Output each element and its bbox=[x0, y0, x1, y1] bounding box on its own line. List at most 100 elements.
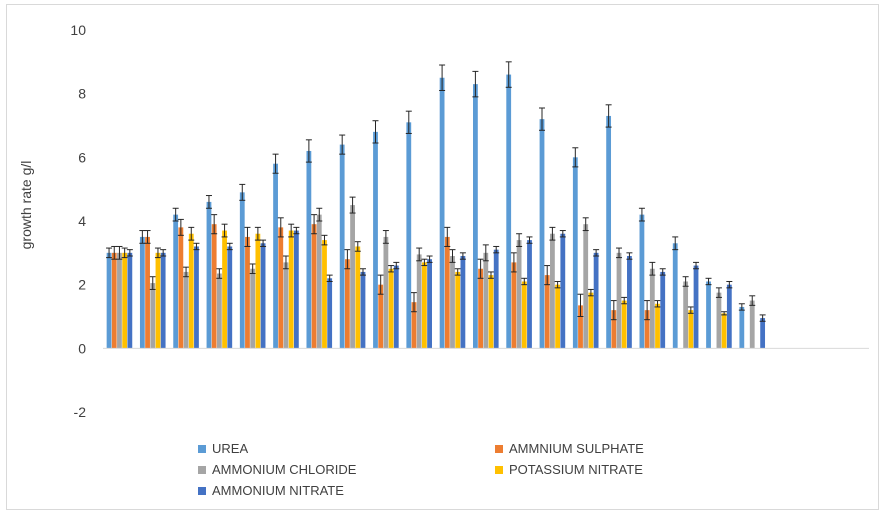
bar bbox=[639, 214, 645, 349]
bar bbox=[506, 74, 512, 349]
bar bbox=[288, 230, 294, 349]
bar bbox=[478, 268, 483, 349]
bar bbox=[644, 310, 650, 349]
bar bbox=[555, 284, 561, 349]
legend-swatch bbox=[495, 465, 503, 474]
bar bbox=[306, 150, 312, 349]
bar bbox=[250, 268, 256, 349]
bar bbox=[627, 256, 632, 349]
bar bbox=[572, 157, 578, 349]
bar bbox=[550, 233, 555, 349]
bar bbox=[616, 252, 622, 349]
y-axis-label: growth rate g/l bbox=[18, 160, 34, 250]
legend-swatch bbox=[198, 465, 206, 474]
bar bbox=[327, 278, 333, 349]
y-tick-label: 10 bbox=[70, 22, 86, 38]
bar bbox=[406, 122, 412, 349]
bar bbox=[455, 271, 461, 349]
legend-item-potassium-nitrate: POTASSIUM NITRATE bbox=[495, 462, 643, 477]
chart-area bbox=[6, 4, 879, 510]
bar bbox=[416, 254, 422, 349]
y-tick-label: 8 bbox=[78, 86, 86, 102]
bar bbox=[444, 236, 450, 349]
bar bbox=[316, 214, 322, 349]
legend-label: AMMONIUM CHLORIDE bbox=[212, 462, 357, 477]
bar bbox=[493, 249, 499, 349]
bar bbox=[716, 292, 722, 349]
bar bbox=[649, 268, 655, 349]
bar bbox=[173, 214, 179, 349]
bar bbox=[521, 281, 527, 349]
bar bbox=[544, 275, 550, 349]
y-tick-label: 4 bbox=[78, 213, 86, 229]
bar bbox=[122, 252, 128, 349]
bar bbox=[411, 302, 417, 349]
bar bbox=[388, 268, 394, 349]
bar bbox=[473, 84, 478, 349]
bar bbox=[421, 262, 427, 349]
bar bbox=[578, 305, 583, 349]
bar bbox=[593, 252, 599, 349]
bar bbox=[655, 303, 660, 349]
y-tick-label: -2 bbox=[74, 404, 87, 420]
bar bbox=[611, 310, 617, 349]
bar bbox=[672, 243, 678, 349]
bar bbox=[311, 224, 317, 349]
bar bbox=[383, 236, 389, 349]
bar bbox=[211, 224, 217, 349]
bar bbox=[483, 252, 489, 349]
bar bbox=[739, 306, 745, 349]
legend-label: POTASSIUM NITRATE bbox=[509, 462, 643, 477]
bar bbox=[460, 256, 466, 349]
bar bbox=[183, 271, 189, 349]
bar bbox=[511, 262, 517, 349]
bar bbox=[227, 246, 233, 349]
bar bbox=[539, 119, 545, 349]
bar bbox=[283, 262, 289, 349]
bar bbox=[393, 265, 399, 349]
bar bbox=[117, 252, 122, 349]
bar bbox=[322, 240, 327, 349]
bar bbox=[749, 300, 755, 349]
bar bbox=[373, 131, 378, 349]
y-tick-label: 6 bbox=[78, 149, 86, 165]
bar bbox=[427, 259, 432, 349]
bar bbox=[350, 205, 355, 349]
legend-item-urea: UREA bbox=[198, 441, 248, 456]
bar bbox=[488, 275, 494, 349]
legend-item-ammonium-chloride: AMMONIUM CHLORIDE bbox=[198, 462, 356, 477]
bar bbox=[239, 192, 245, 349]
bar bbox=[139, 236, 145, 349]
bar bbox=[583, 224, 589, 349]
bar bbox=[339, 144, 345, 349]
legend-swatch bbox=[198, 486, 206, 495]
legend-label: AMMNIUM SULPHATE bbox=[509, 441, 644, 456]
legend-label: UREA bbox=[212, 441, 249, 456]
bar bbox=[606, 115, 612, 349]
bar bbox=[378, 284, 384, 349]
legend-item-ammonium-nitrate: AMMONIUM NITRATE bbox=[198, 483, 344, 498]
bar bbox=[721, 313, 727, 349]
bar bbox=[222, 230, 227, 349]
bar bbox=[355, 246, 361, 349]
bar bbox=[760, 318, 766, 349]
bar bbox=[621, 300, 627, 349]
bar bbox=[660, 271, 666, 349]
bar bbox=[194, 246, 199, 349]
bar bbox=[111, 252, 117, 349]
legend-label: AMMONIUM NITRATE bbox=[212, 483, 344, 498]
bar bbox=[278, 227, 284, 349]
bar bbox=[106, 252, 112, 349]
bar bbox=[255, 233, 261, 349]
bar bbox=[293, 230, 299, 349]
bar bbox=[688, 310, 694, 349]
bar bbox=[150, 283, 156, 349]
bar bbox=[527, 240, 532, 349]
bar bbox=[706, 281, 711, 349]
bar bbox=[160, 252, 166, 349]
bar bbox=[155, 252, 161, 349]
bar bbox=[439, 77, 445, 349]
bar bbox=[360, 271, 366, 349]
bar bbox=[216, 273, 222, 349]
